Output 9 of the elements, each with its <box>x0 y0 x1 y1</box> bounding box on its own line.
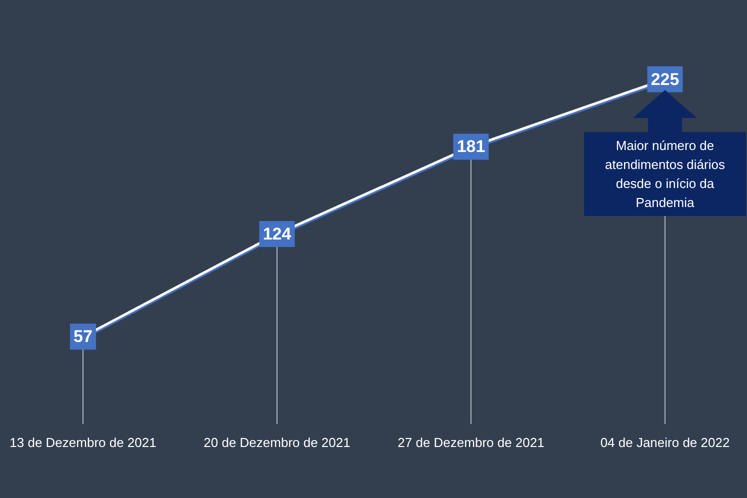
data-label: 57 <box>74 327 92 346</box>
data-label: 181 <box>456 137 486 156</box>
data-label: 124 <box>262 224 292 244</box>
x-tick-label: 20 de Dezembro de 2021 <box>204 435 350 450</box>
annotation: Maior número de atendimentos diários desde o início da Pandemia <box>604 137 726 212</box>
data-label: 225 <box>650 70 680 89</box>
x-tick-label: 27 de Dezembro de 2021 <box>398 435 544 450</box>
x-tick-label: 13 de Dezembro de 2021 <box>10 435 156 450</box>
x-tick-label: 04 de Janeiro de 2022 <box>600 435 730 450</box>
